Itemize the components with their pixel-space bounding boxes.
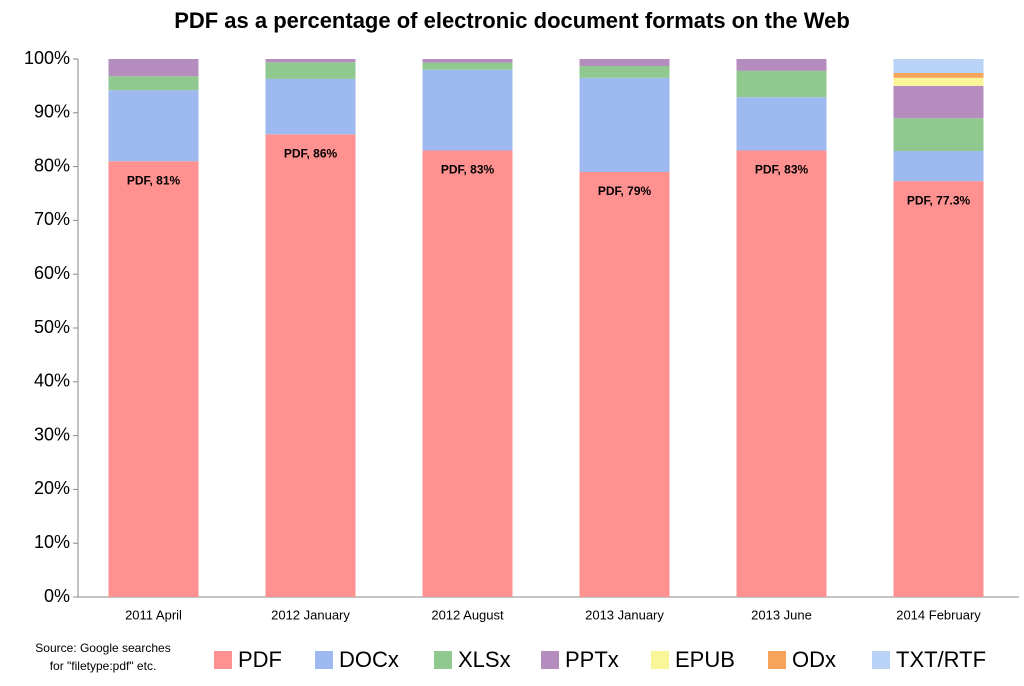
- legend-swatch: [214, 651, 232, 669]
- x-tick-label: 2012 January: [271, 607, 350, 622]
- legend-swatch: [315, 651, 333, 669]
- bar-segment: [108, 59, 199, 77]
- bar-segment: [579, 77, 670, 172]
- y-tick-label: 60%: [34, 263, 70, 283]
- bar-segment: [893, 118, 984, 151]
- legend-swatch: [768, 651, 786, 669]
- legend-label: EPUB: [675, 647, 735, 672]
- legend-swatch: [651, 651, 669, 669]
- bar-segment: [736, 97, 827, 151]
- bar-segment: [893, 85, 984, 119]
- y-tick-label: 100%: [24, 48, 70, 68]
- bar-segment: [422, 59, 513, 63]
- y-tick-label: 30%: [34, 424, 70, 444]
- data-label: PDF, 77.3%: [907, 193, 971, 207]
- chart-title: PDF as a percentage of electronic docume…: [174, 8, 850, 33]
- source-note: for "filetype:pdf" etc.: [50, 659, 157, 673]
- bar-segment: [265, 59, 356, 63]
- x-tick-label: 2014 February: [896, 607, 981, 622]
- bar-segment: [893, 59, 984, 73]
- legend-label: DOCx: [339, 647, 399, 672]
- data-label: PDF, 79%: [598, 184, 652, 198]
- bar-segment: [265, 134, 356, 597]
- bar-segment: [579, 59, 670, 66]
- bar-segment: [893, 150, 984, 182]
- legend-label: XLSx: [458, 647, 511, 672]
- bar-segment: [893, 181, 984, 597]
- bar-segment: [736, 150, 827, 597]
- y-tick-label: 70%: [34, 209, 70, 229]
- legend-swatch: [872, 651, 890, 669]
- legend-label: PDF: [238, 647, 282, 672]
- bar-segment: [265, 62, 356, 79]
- legend-label: PPTx: [565, 647, 619, 672]
- data-label: PDF, 81%: [127, 173, 181, 187]
- bar-segment: [736, 59, 827, 71]
- y-tick-label: 90%: [34, 102, 70, 122]
- bar-segment: [579, 65, 670, 78]
- x-tick-label: 2013 January: [585, 607, 664, 622]
- y-tick-label: 10%: [34, 532, 70, 552]
- y-tick-label: 20%: [34, 478, 70, 498]
- data-label: PDF, 86%: [284, 146, 338, 160]
- data-label: PDF, 83%: [441, 163, 495, 177]
- bar-segment: [736, 70, 827, 98]
- legend-label: TXT/RTF: [896, 647, 986, 672]
- bar-segment: [265, 78, 356, 135]
- data-label: PDF, 83%: [755, 163, 809, 177]
- source-note: Source: Google searches: [35, 641, 170, 655]
- x-tick-label: 2013 June: [751, 607, 812, 622]
- bar-segment: [422, 69, 513, 151]
- legend-swatch: [434, 651, 452, 669]
- bar-segment: [108, 161, 199, 597]
- y-tick-label: 50%: [34, 317, 70, 337]
- y-tick-label: 80%: [34, 155, 70, 175]
- bar-segment: [108, 90, 199, 162]
- legend-swatch: [541, 651, 559, 669]
- bar-segment: [893, 77, 984, 86]
- bar-segment: [108, 76, 199, 91]
- legend-label: ODx: [792, 647, 836, 672]
- bar-segment: [422, 150, 513, 597]
- y-tick-label: 0%: [44, 586, 70, 606]
- x-tick-label: 2011 April: [125, 607, 182, 622]
- bar-segment: [579, 171, 670, 598]
- bar-segment: [422, 62, 513, 70]
- bar-segment: [893, 72, 984, 78]
- x-tick-label: 2012 August: [431, 607, 504, 622]
- y-tick-label: 40%: [34, 371, 70, 391]
